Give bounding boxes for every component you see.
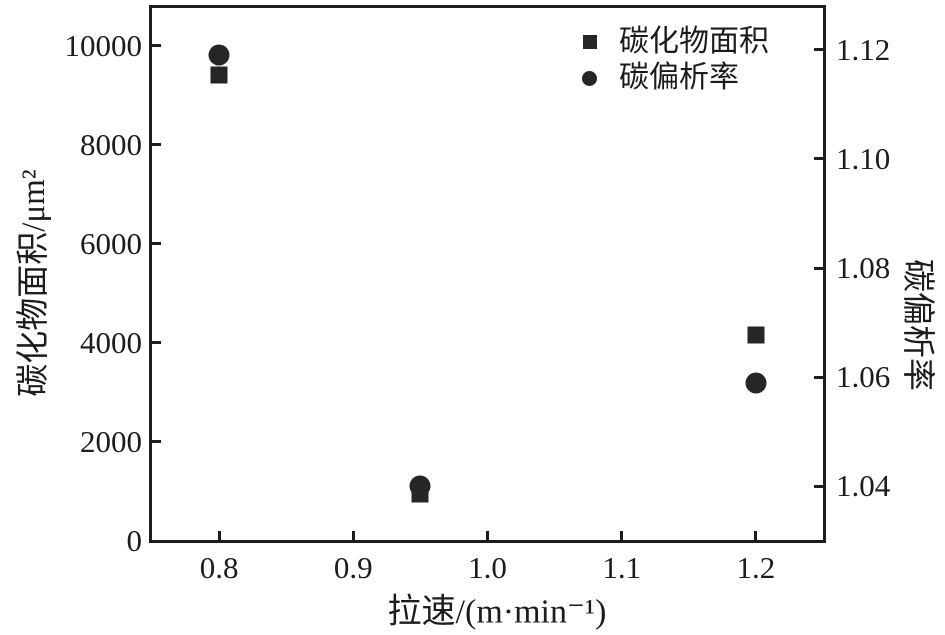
y-left-axis-tick-label: 8000 <box>80 126 142 162</box>
data-point-circle <box>409 475 431 497</box>
y-right-axis-tick-label: 1.10 <box>836 140 891 176</box>
y-right-axis-tick-label: 1.08 <box>836 250 891 286</box>
y-left-axis-tick-label: 4000 <box>80 324 142 360</box>
x-axis-tick-label: 0.8 <box>199 550 239 585</box>
legend: 碳化物面积 碳偏析率 <box>576 24 769 96</box>
x-axis-title: 拉速/(m·min⁻¹) <box>387 593 607 631</box>
x-axis-tick <box>217 531 221 540</box>
y-left-axis-tick <box>152 341 161 345</box>
y-left-axis-tick-label: 10000 <box>64 27 143 63</box>
data-point-circle <box>745 372 767 394</box>
x-axis-tick-label: 1.2 <box>736 550 776 585</box>
y-right-axis-tick <box>814 375 823 379</box>
plot-area <box>149 5 826 543</box>
y-right-axis-tick <box>814 266 823 270</box>
y-axis-left-title: 碳化物面积/μm² <box>16 169 52 397</box>
y-right-axis-tick-label: 1.12 <box>836 31 891 67</box>
x-axis-tick-label: 1.0 <box>468 550 507 585</box>
legend-label: 碳化物面积 <box>619 25 769 58</box>
legend-square-marker-icon <box>583 35 597 49</box>
y-left-axis-tick-label: 6000 <box>80 225 142 261</box>
data-point-circle <box>208 44 230 66</box>
x-axis-tick-label: 0.9 <box>333 550 373 585</box>
legend-label: 碳偏析率 <box>619 61 739 94</box>
x-axis-tick <box>351 531 355 540</box>
y-axis-right-title: 碳偏析率 <box>899 259 935 391</box>
y-right-axis-tick <box>814 48 823 52</box>
y-left-axis-tick <box>152 242 161 246</box>
x-axis-tick-label: 1.1 <box>602 550 642 585</box>
y-right-axis-tick-label: 1.04 <box>836 468 891 504</box>
data-point-square <box>747 326 765 344</box>
legend-circle-marker-icon <box>582 70 597 86</box>
y-right-axis-tick <box>814 484 823 488</box>
y-left-axis-tick <box>152 539 161 543</box>
legend-entry-segregation-ratio: 碳偏析率 <box>576 60 769 96</box>
y-left-axis-tick-label: 2000 <box>80 423 142 459</box>
y-right-axis-tick <box>814 157 823 161</box>
y-left-axis-tick <box>152 440 161 444</box>
x-axis-tick <box>620 531 624 540</box>
x-axis-tick <box>486 531 489 540</box>
legend-entry-carbide-area: 碳化物面积 <box>576 24 769 60</box>
y-right-axis-tick-label: 1.06 <box>836 359 891 395</box>
y-left-axis-tick-label: 0 <box>126 523 143 558</box>
x-axis-tick <box>754 531 758 540</box>
y-left-axis-tick <box>152 44 161 48</box>
y-left-axis-tick <box>152 143 161 147</box>
data-point-square <box>210 66 228 84</box>
